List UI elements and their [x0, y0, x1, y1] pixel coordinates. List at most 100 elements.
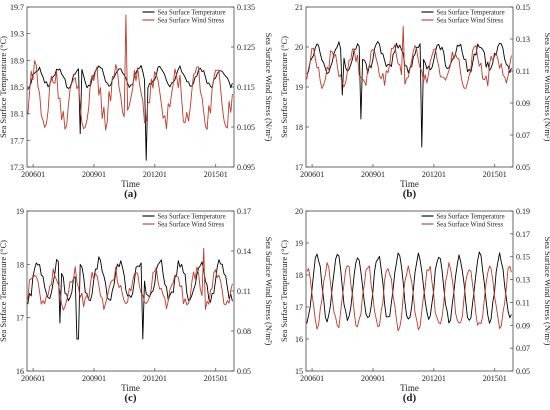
y2-tick-label: 0.05 — [237, 367, 251, 376]
y2-tick-label: 0.07 — [516, 131, 530, 140]
y2-tick-label: 0.19 — [516, 207, 530, 216]
series-line-wind-stress — [306, 262, 512, 332]
x-tick-label: 201201 — [422, 374, 446, 383]
series-line-temperature — [306, 41, 512, 148]
x-tick-label: 200601 — [300, 374, 324, 383]
y-tick-label: 16 — [295, 335, 303, 344]
y2-tick-label: 0.135 — [237, 3, 255, 12]
x-tick-label: 201201 — [143, 374, 167, 383]
y2-tick-label: 0.095 — [237, 163, 255, 172]
legend-label: Sea Surface Temperature — [437, 10, 505, 17]
legend-label: Sea Surface Wind Stress — [437, 18, 504, 25]
x-tick-label: 201501 — [483, 374, 507, 383]
series-line-temperature — [27, 65, 233, 161]
x-tick-label: 201501 — [204, 374, 228, 383]
y2-tick-label: 0.08 — [237, 327, 251, 336]
y2-tick-label: 0.05 — [516, 367, 530, 376]
y-tick-label: 18.9 — [10, 56, 24, 65]
chart-panel-2: 17 18 19 20 21 0.05 0.07 0.09 0.11 0.13 0.15 200601… — [279, 3, 550, 200]
y-axis-title: Sea Surface Temperature (°C) — [0, 240, 8, 342]
y2-axis-title: Sea Surface Wind Stress (N/m²) — [543, 237, 550, 346]
y-axis-title: Sea Surface Temperature (°C) — [279, 36, 289, 138]
x-axis-title: Time — [121, 383, 140, 393]
y-tick-label: 20 — [295, 207, 303, 216]
legend-label: Sea Surface Temperature — [158, 214, 226, 221]
y-tick-label: 19.7 — [10, 3, 24, 12]
y-tick-label: 19.3 — [10, 30, 24, 39]
series-line-wind-stress — [27, 247, 233, 311]
y-tick-label: 18 — [295, 271, 303, 280]
y-tick-label: 21 — [295, 3, 303, 12]
chart-panel-4: 15 16 17 18 19 20 0.05 0.07 0.09 0.11 0.13 0.15 0.17… — [279, 207, 550, 404]
plot-frame — [26, 210, 235, 372]
plot-frame — [305, 210, 514, 372]
y-tick-label: 17 — [295, 303, 303, 312]
y2-tick-label: 0.09 — [516, 321, 530, 330]
y-tick-label: 19 — [16, 207, 24, 216]
x-axis-title: Time — [121, 179, 140, 189]
y-tick-label: 18 — [295, 123, 303, 132]
x-tick-label: 200601 — [21, 374, 45, 383]
series-line-wind-stress — [306, 25, 512, 89]
plot-frame — [305, 6, 514, 168]
x-axis-title: Time — [400, 179, 419, 189]
series-line-temperature — [306, 251, 512, 324]
y-tick-label: 17 — [295, 163, 303, 172]
y2-tick-label: 0.105 — [237, 123, 255, 132]
y2-tick-label: 0.13 — [516, 35, 530, 44]
y2-tick-label: 0.07 — [516, 344, 530, 353]
x-tick-label: 201501 — [204, 170, 228, 179]
y2-tick-label: 0.115 — [237, 83, 255, 92]
x-tick-label: 200901 — [82, 170, 106, 179]
y2-tick-label: 0.09 — [516, 99, 530, 108]
y2-tick-label: 0.11 — [516, 67, 530, 76]
x-tick-label: 200901 — [82, 374, 106, 383]
y2-tick-label: 0.125 — [237, 43, 255, 52]
x-tick-label: 200601 — [21, 170, 45, 179]
y-tick-label: 20 — [295, 43, 303, 52]
y-tick-label: 19 — [295, 83, 303, 92]
y-tick-label: 16 — [16, 367, 24, 376]
x-tick-label: 201201 — [143, 170, 167, 179]
series-line-temperature — [27, 256, 233, 340]
y2-tick-label: 0.11 — [516, 298, 530, 307]
x-tick-label: 200901 — [361, 374, 385, 383]
x-axis-title: Time — [400, 383, 419, 393]
y2-tick-label: 0.11 — [237, 287, 251, 296]
x-tick-label: 201201 — [422, 170, 446, 179]
y2-tick-label: 0.05 — [516, 163, 530, 172]
y2-tick-label: 0.15 — [516, 253, 530, 262]
panel-label: (c) — [124, 392, 137, 404]
y-tick-label: 18 — [16, 260, 24, 269]
panel-label: (b) — [403, 188, 417, 200]
y2-axis-title: Sea Surface Wind Stress (N/m²) — [264, 33, 274, 142]
y-tick-label: 15 — [295, 367, 303, 376]
y-tick-label: 19 — [295, 239, 303, 248]
y-tick-label: 17.7 — [10, 136, 24, 145]
x-tick-label: 200601 — [300, 170, 324, 179]
legend-label: Sea Surface Wind Stress — [437, 222, 504, 229]
y2-axis-title: Sea Surface Wind Stress (N/m²) — [264, 237, 274, 346]
y2-tick-label: 0.14 — [237, 247, 251, 256]
y2-tick-label: 0.17 — [516, 230, 530, 239]
chart-panel-3: 16 17 18 19 0.05 0.08 0.11 0.14 0.17 200601 200901… — [0, 207, 274, 404]
chart-panel-1: 17.3 17.7 18.1 18.5 18.9 19.3 19.7 0.095 0.105 0.… — [0, 3, 274, 200]
legend-label: Sea Surface Wind Stress — [158, 18, 225, 25]
legend-label: Sea Surface Wind Stress — [158, 222, 225, 229]
y-axis-title: Sea Surface Temperature (°C) — [279, 240, 289, 342]
y2-tick-label: 0.15 — [516, 3, 530, 12]
plot-frame — [26, 6, 235, 168]
y-tick-label: 17.3 — [10, 163, 24, 172]
y-tick-label: 17 — [16, 314, 24, 323]
series-line-wind-stress — [27, 14, 233, 131]
y-tick-label: 18.1 — [10, 110, 24, 119]
legend-label: Sea Surface Temperature — [158, 10, 226, 17]
y-axis-title: Sea Surface Temperature (°C) — [0, 36, 8, 138]
legend-label: Sea Surface Temperature — [437, 214, 505, 221]
x-tick-label: 200901 — [361, 170, 385, 179]
y2-axis-title: Sea Surface Wind Stress (N/m²) — [543, 33, 550, 142]
panel-label: (d) — [403, 392, 417, 404]
panel-label: (a) — [124, 188, 137, 200]
x-tick-label: 201501 — [483, 170, 507, 179]
